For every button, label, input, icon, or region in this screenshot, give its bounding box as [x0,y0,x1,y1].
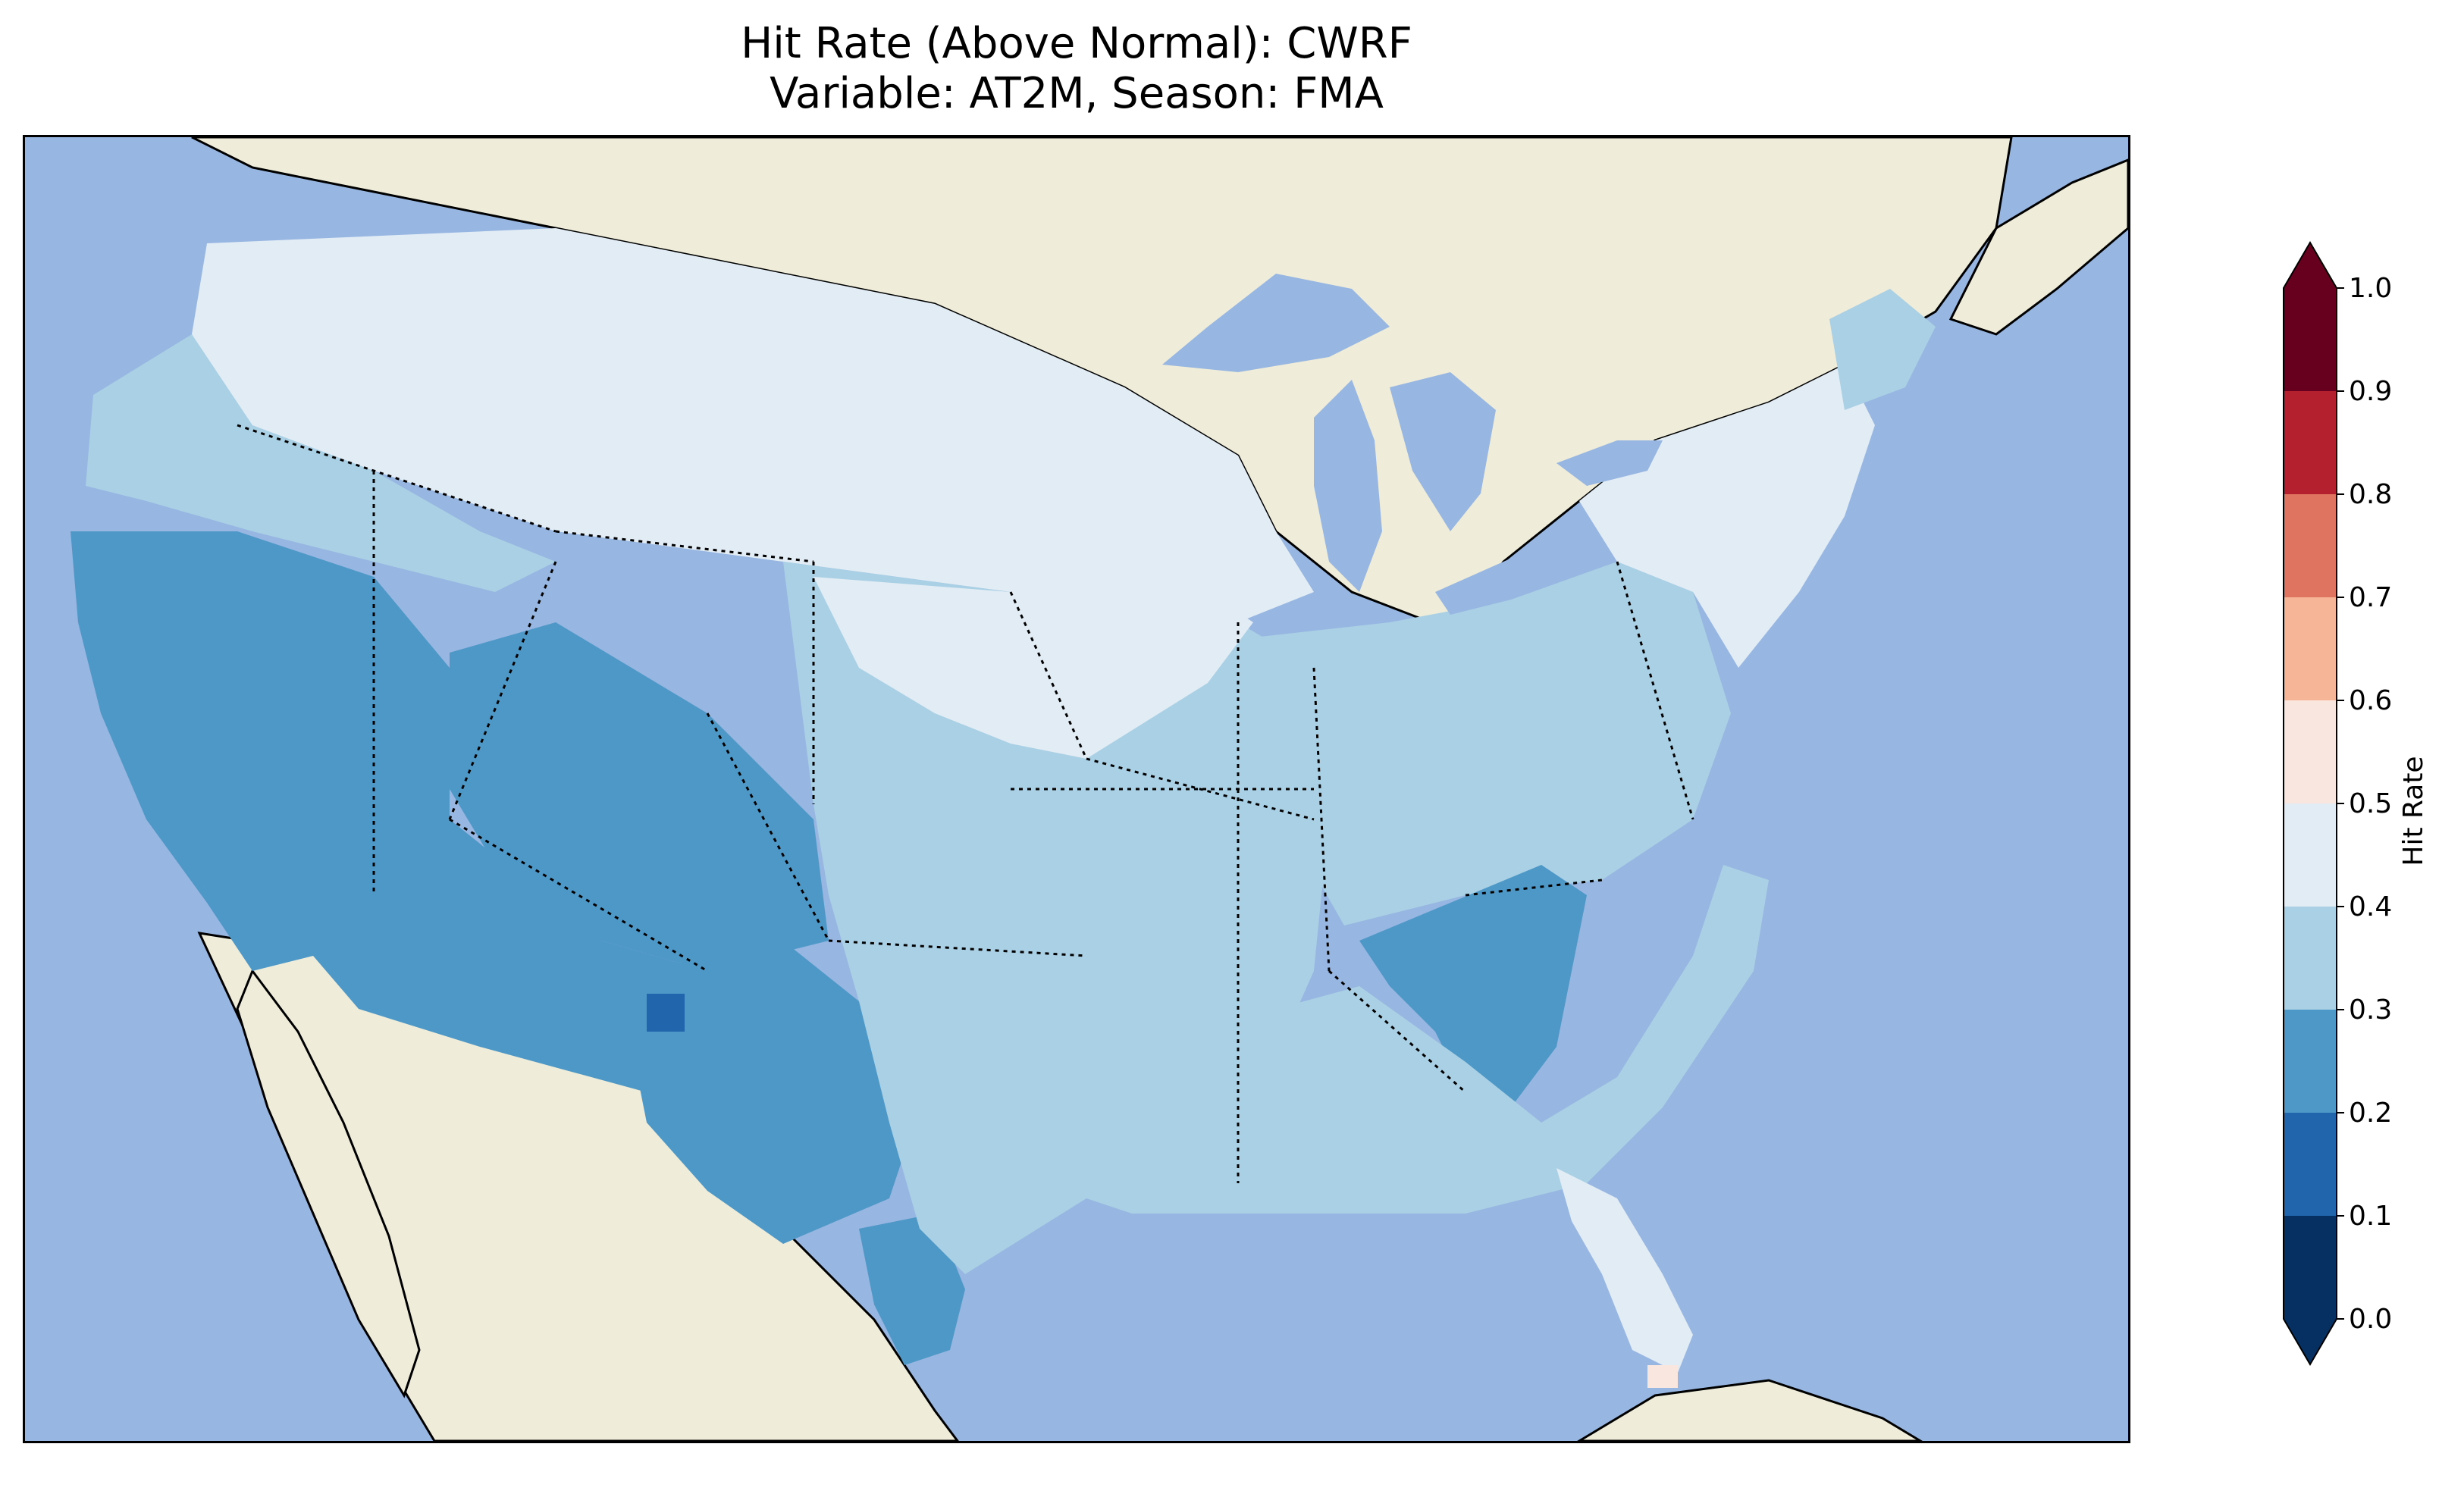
region-florida-keys [1647,1365,1678,1388]
lake-erie [1435,531,1587,615]
region-tennessee-georgia [1359,865,1587,1107]
region-maine [1829,289,1936,410]
map-title-line-1: Hit Rate (Above Normal): CWRF [741,19,1412,68]
hit-rate-field [71,228,1936,1388]
colorbar-bin [2284,1010,2337,1113]
colorbar-tick-label: 0.4 [2349,891,2392,922]
region-great-basin-california [71,531,450,971]
colorbar-bin [2284,391,2337,494]
region-southwest-desert [313,819,738,1092]
region-ohio-valley [1253,562,1731,926]
colorbar-bin [2284,803,2337,907]
cuba-land [1577,1379,1923,1441]
maritimes-land [1948,158,2128,336]
state-border-line [1086,757,1315,821]
colorbar-tick-label: 0.2 [2349,1098,2392,1129]
state-border-line [828,939,1087,957]
colorbar-bin [2284,494,2337,597]
colorbar-tick-label: 0.9 [2349,376,2392,407]
region-west-texas [632,941,920,1244]
state-border-line [1465,879,1603,897]
lake-superior [1162,274,1390,372]
lake-michigan [1314,380,1382,592]
colorbar-bin [2284,1113,2337,1216]
state-border-line [1009,591,1088,760]
colorbar-tick-label: 0.7 [2349,582,2392,613]
state-border-line [237,424,556,533]
state-border-line [706,713,830,941]
region-northeast [1579,365,1875,668]
colorbar-tick-label: 0.6 [2349,685,2392,716]
region-new-mexico-spot [647,994,685,1032]
state-border-line [1616,561,1694,820]
colorbar-tick-label: 1.0 [2349,273,2392,304]
colorbar-extend-max [2284,243,2337,288]
colorbar-ticks: 0.0 0.1 0.2 0.3 0.4 0.5 0.6 0.7 0.8 0.9 1.0 [2337,273,2392,1335]
region-florida [1556,1168,1693,1373]
lake-ontario [1556,440,1663,486]
state-borders [237,424,1694,1183]
colorbar-bin [2284,597,2337,700]
state-border-line [555,530,814,563]
region-south-texas [859,1214,965,1365]
colorbar-label: Hit Rate [2398,756,2429,866]
map-title-line-2: Variable: AT2M, Season: FMA [770,69,1384,118]
baja-land [236,968,421,1398]
colorbar-bin [2284,907,2337,1010]
region-northwest-coast [86,334,556,592]
colorbar-tick-label: 0.5 [2349,788,2392,819]
state-border-line [1312,667,1331,972]
colorbar-tick-label: 0.8 [2349,479,2392,510]
colorbar-bins [2283,241,2337,1366]
colorbar-tick-label: 0.1 [2349,1201,2392,1232]
colorbar-bin [2284,700,2337,803]
region-northern-tier [192,228,1314,622]
colorbar-tick-label: 0.3 [2349,994,2392,1026]
region-colorado-plateau [450,622,829,971]
state-border-line [1328,969,1466,1094]
colorbar-bin [2284,288,2337,391]
lake-huron [1390,372,1496,531]
map-panel [23,135,2130,1443]
map-canvas [71,137,2128,1441]
region-upper-midwest [813,562,1253,759]
colorbar: 0.0 0.1 0.2 0.3 0.4 0.5 0.6 0.7 0.8 0.9 1.0 Hit Ra… [2283,241,2429,1366]
colorbar-bin [2284,1216,2337,1319]
colorbar-tick-label: 0.0 [2349,1304,2392,1335]
colorbar-extend-min [2284,1319,2337,1364]
region-southeast [1086,865,1769,1214]
